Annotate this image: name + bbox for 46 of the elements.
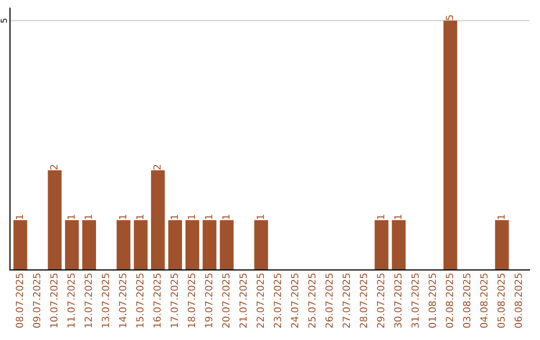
data-label: 1 bbox=[222, 214, 230, 220]
x-tick-label: 10.07.2025 bbox=[50, 274, 58, 328]
data-label: 1 bbox=[68, 214, 75, 220]
x-tick-label: 31.07.2025 bbox=[411, 274, 419, 328]
x-tick-label: 02.08.2025 bbox=[446, 274, 454, 328]
x-tick-label: 19.07.2025 bbox=[204, 274, 212, 328]
x-tick-label: 12.07.2025 bbox=[84, 274, 92, 328]
data-label: 1 bbox=[16, 214, 23, 220]
data-label: 1 bbox=[84, 214, 92, 220]
data-label: 1 bbox=[256, 214, 264, 220]
data-label: 2 bbox=[153, 165, 161, 170]
x-tick-label: 25.07.2025 bbox=[308, 274, 316, 328]
data-label: 1 bbox=[205, 214, 212, 220]
data-label: 1 bbox=[377, 214, 384, 220]
x-tick-label: 23.07.2025 bbox=[274, 274, 282, 328]
x-tick-label: 16.07.2025 bbox=[153, 274, 161, 328]
x-tick-label: 01.08.2025 bbox=[428, 274, 436, 328]
x-tick-label: 26.07.2025 bbox=[325, 274, 333, 328]
x-tick-label: 20.07.2025 bbox=[222, 274, 230, 328]
data-label: 1 bbox=[394, 214, 402, 220]
x-tick-label: 17.07.2025 bbox=[170, 274, 178, 328]
x-tick-label: 11.07.2025 bbox=[67, 274, 75, 328]
data-label: 1 bbox=[188, 214, 196, 220]
x-tick-label: 24.07.2025 bbox=[291, 274, 298, 328]
data-label: 1 bbox=[136, 214, 144, 220]
data-label: 1 bbox=[170, 214, 178, 220]
x-tick-label: 05.08.2025 bbox=[497, 274, 505, 328]
data-label: 1 bbox=[498, 214, 505, 220]
x-tick-label: 03.08.2025 bbox=[463, 274, 470, 328]
x-tick-label: 18.07.2025 bbox=[188, 274, 196, 328]
x-tick-label: 14.07.2025 bbox=[118, 274, 126, 328]
x-tick-label: 28.07.2025 bbox=[360, 274, 368, 328]
x-tick-label: 15.07.2025 bbox=[136, 274, 144, 328]
x-tick-label: 06.08.2025 bbox=[514, 274, 522, 328]
data-label: 1 bbox=[119, 214, 126, 220]
data-label: 5 bbox=[446, 15, 454, 20]
x-tick-label: 08.07.2025 bbox=[16, 274, 24, 328]
data-label: 2 bbox=[50, 165, 58, 170]
x-tick-label: 29.07.2025 bbox=[377, 274, 384, 328]
x-tick-label: 21.07.2025 bbox=[239, 274, 247, 328]
x-tick-label: 13.07.2025 bbox=[102, 274, 110, 328]
x-tick-label: 04.08.2025 bbox=[480, 274, 488, 328]
x-tick-label: 30.07.2025 bbox=[394, 274, 402, 328]
x-tick-label: 22.07.2025 bbox=[256, 274, 264, 328]
x-tick-label: 09.07.2025 bbox=[32, 274, 40, 328]
x-tick-label: 27.07.2025 bbox=[342, 274, 350, 328]
